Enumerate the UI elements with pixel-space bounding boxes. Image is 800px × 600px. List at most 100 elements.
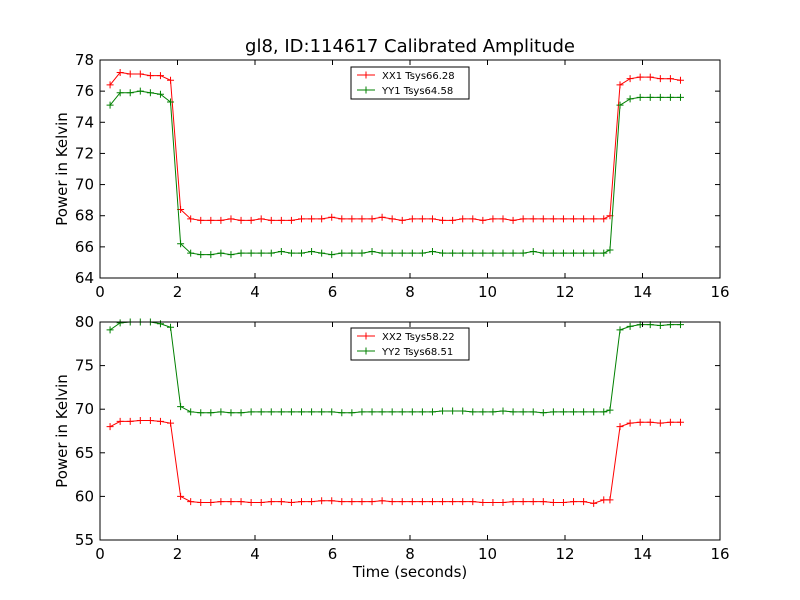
series-1 bbox=[106, 68, 684, 224]
data-point bbox=[126, 70, 134, 78]
data-point bbox=[519, 408, 527, 416]
y-tick-label: 68 bbox=[75, 207, 94, 225]
data-point bbox=[277, 248, 285, 256]
data-point bbox=[469, 408, 477, 416]
data-point bbox=[338, 498, 346, 506]
data-point bbox=[489, 249, 497, 257]
data-point bbox=[328, 213, 336, 221]
x-tick-label: 10 bbox=[478, 283, 497, 301]
data-point bbox=[207, 216, 215, 224]
data-point bbox=[539, 498, 547, 506]
data-point bbox=[418, 215, 426, 223]
legend-entry: XX2 Tsys58.22 bbox=[357, 332, 455, 343]
data-point bbox=[177, 492, 185, 500]
data-point bbox=[217, 498, 225, 506]
data-point bbox=[368, 408, 376, 416]
x-tick-label: 6 bbox=[328, 283, 338, 301]
data-point bbox=[656, 321, 664, 329]
data-point bbox=[197, 251, 205, 259]
data-point bbox=[247, 408, 255, 416]
data-point bbox=[156, 417, 164, 425]
x-tick-label: 12 bbox=[555, 545, 574, 563]
data-point bbox=[439, 216, 447, 224]
data-point bbox=[267, 216, 275, 224]
data-point bbox=[428, 248, 436, 256]
data-point bbox=[247, 216, 255, 224]
data-point bbox=[606, 246, 614, 254]
data-point bbox=[318, 497, 326, 505]
data-point bbox=[600, 496, 608, 504]
data-point bbox=[489, 215, 497, 223]
data-point bbox=[207, 499, 215, 507]
data-point bbox=[338, 215, 346, 223]
data-point bbox=[656, 419, 664, 427]
data-point bbox=[626, 95, 634, 103]
data-point bbox=[590, 499, 598, 507]
data-point bbox=[197, 216, 205, 224]
data-point bbox=[469, 498, 477, 506]
x-tick-label: 2 bbox=[173, 283, 183, 301]
data-point bbox=[207, 251, 215, 259]
x-tick-label: 6 bbox=[328, 545, 338, 563]
y-tick-label: 70 bbox=[75, 400, 94, 418]
data-point bbox=[616, 326, 624, 334]
legend-label: YY2 Tsys68.51 bbox=[381, 347, 453, 358]
data-point bbox=[570, 249, 578, 257]
data-point bbox=[459, 249, 467, 257]
data-point bbox=[439, 407, 447, 415]
legend-box bbox=[350, 327, 470, 361]
data-point bbox=[106, 423, 114, 431]
legend: XX2 Tsys58.22 YY2 Tsys68.51 bbox=[350, 327, 470, 361]
data-point bbox=[539, 215, 547, 223]
data-point bbox=[439, 498, 447, 506]
data-point bbox=[499, 249, 507, 257]
data-point bbox=[479, 499, 487, 507]
data-point bbox=[298, 498, 305, 506]
data-point bbox=[388, 249, 396, 257]
data-point bbox=[287, 216, 295, 224]
data-point bbox=[570, 215, 578, 223]
y-tick-label: 80 bbox=[75, 313, 94, 331]
legend-entry: XX1 Tsys66.28 bbox=[357, 71, 455, 82]
data-point bbox=[398, 498, 406, 506]
x-tick-label: 0 bbox=[95, 545, 105, 563]
data-point bbox=[398, 216, 406, 224]
data-point bbox=[136, 87, 144, 95]
data-point bbox=[459, 407, 467, 415]
data-point bbox=[116, 89, 124, 97]
x-tick-label: 8 bbox=[405, 283, 415, 301]
data-point bbox=[348, 409, 356, 417]
data-point bbox=[428, 498, 436, 506]
series-1 bbox=[106, 417, 684, 507]
data-point bbox=[479, 216, 487, 224]
data-point bbox=[298, 408, 305, 416]
series-line bbox=[109, 90, 681, 256]
x-tick-label: 14 bbox=[633, 545, 652, 563]
legend-entry: YY1 Tsys64.58 bbox=[357, 86, 453, 97]
data-point bbox=[646, 93, 654, 101]
data-point bbox=[580, 498, 588, 506]
data-point bbox=[156, 90, 164, 98]
y-tick-label: 65 bbox=[75, 444, 94, 462]
data-point bbox=[666, 93, 674, 101]
y-axis-label: Power in Kelvin bbox=[53, 374, 71, 488]
data-point bbox=[318, 408, 326, 416]
legend-label: XX1 Tsys66.28 bbox=[382, 71, 455, 82]
data-point bbox=[358, 215, 366, 223]
data-point bbox=[298, 249, 305, 257]
data-point bbox=[358, 249, 366, 257]
data-point bbox=[559, 215, 567, 223]
data-point bbox=[626, 322, 634, 330]
data-point bbox=[666, 75, 674, 83]
data-point bbox=[227, 251, 235, 259]
y-tick-label: 55 bbox=[75, 531, 94, 549]
chart-title: gl8, ID:114617 Calibrated Amplitude bbox=[245, 36, 575, 57]
data-point bbox=[328, 497, 336, 505]
data-point bbox=[656, 93, 664, 101]
data-point bbox=[606, 496, 614, 504]
data-point bbox=[459, 215, 467, 223]
data-point bbox=[519, 249, 527, 257]
data-point bbox=[308, 498, 316, 506]
legend-label: YY1 Tsys64.58 bbox=[381, 86, 453, 97]
